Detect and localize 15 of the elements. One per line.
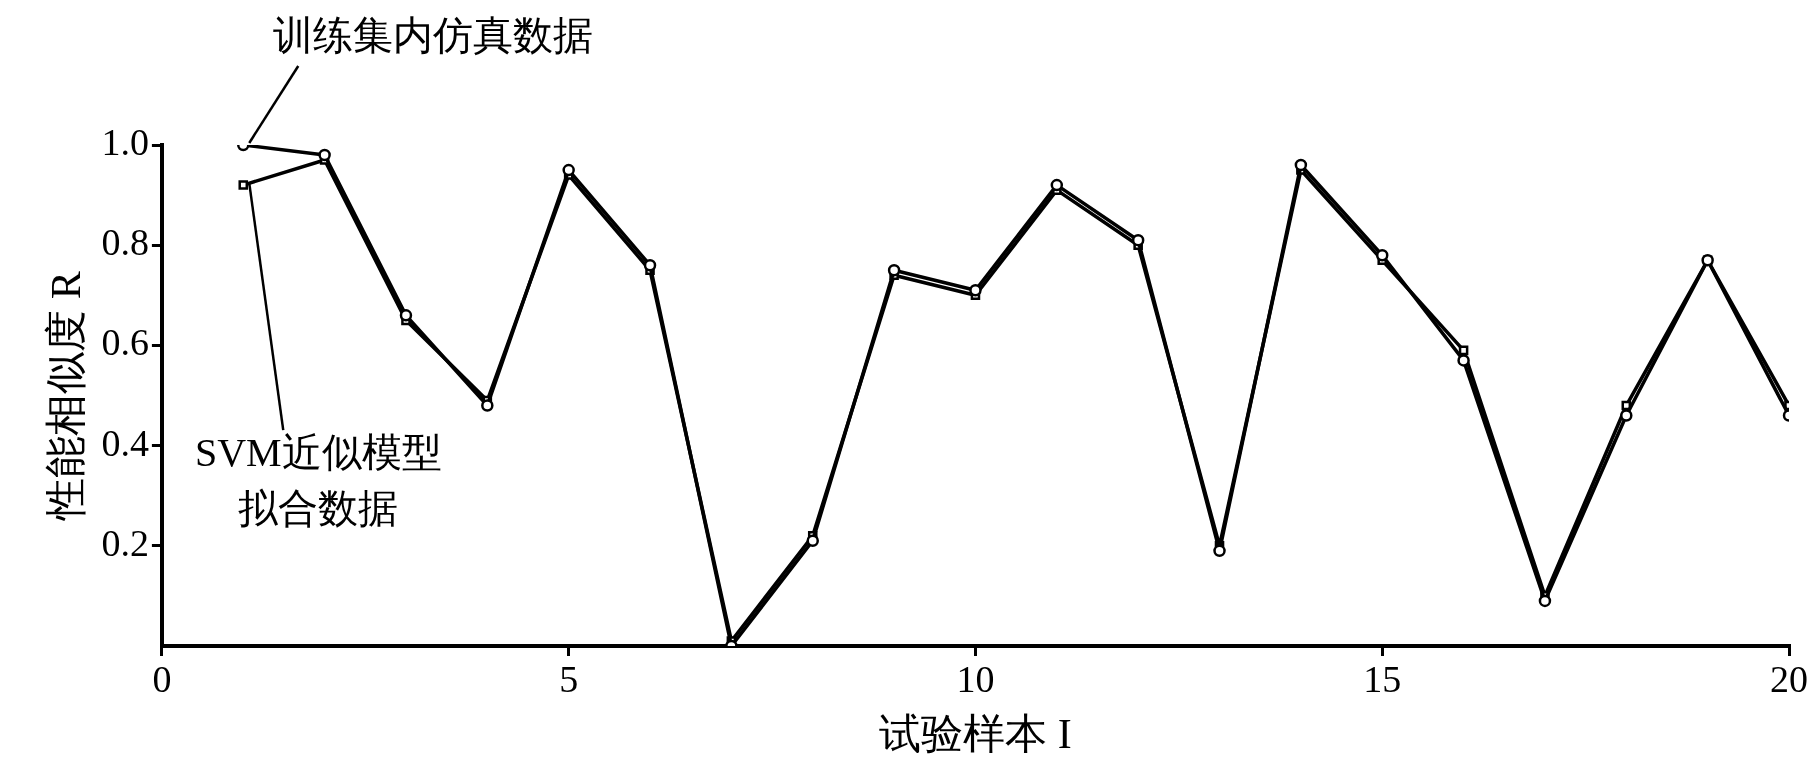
x-tick-label: 10 — [956, 657, 995, 700]
y-axis-title: 性能相似度 R — [43, 271, 90, 522]
y-tick-label: 0.8 — [101, 221, 149, 264]
x-axis-title: 试验样本 I — [879, 710, 1072, 757]
x-tick-label: 5 — [559, 657, 579, 700]
annotation: 拟合数据 — [238, 485, 399, 531]
x-tick-label: 0 — [152, 657, 172, 700]
y-tick-label: 0.2 — [101, 521, 149, 564]
x-tick-label: 15 — [1363, 657, 1402, 700]
y-tick-label: 1.0 — [101, 120, 149, 163]
y-tick-label: 0.4 — [101, 421, 149, 464]
y-tick-label: 0.6 — [101, 321, 149, 364]
annotation: SVM近似模型 — [194, 429, 442, 475]
annotation: 训练集内仿真数据 — [273, 12, 594, 58]
x-tick-label: 20 — [1770, 657, 1808, 700]
